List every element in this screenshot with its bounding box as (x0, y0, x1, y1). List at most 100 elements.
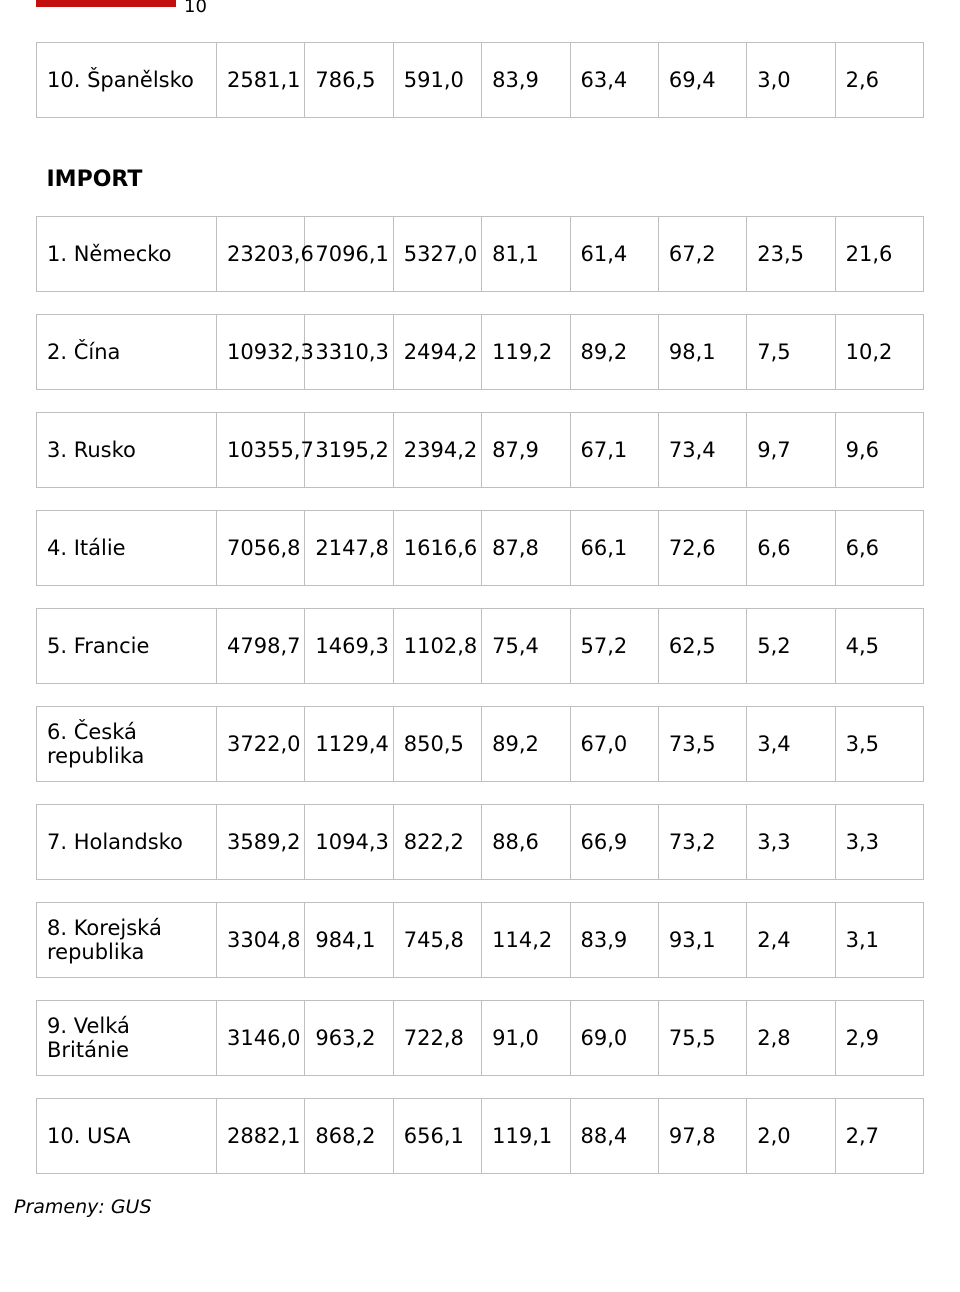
cell: 66,9 (570, 805, 658, 880)
cell: 850,5 (393, 707, 481, 782)
cell: 69,0 (570, 1001, 658, 1076)
cell: 97,8 (658, 1099, 746, 1174)
table-row: 6. Česká republika3722,01129,4850,589,26… (37, 707, 924, 782)
cell: 3,5 (835, 707, 923, 782)
table-row: 8. Korejská republika3304,8984,1745,8114… (37, 903, 924, 978)
cell: 57,2 (570, 609, 658, 684)
table-row: 4. Itálie7056,82147,81616,687,866,172,66… (37, 511, 924, 586)
cell: 2581,1 (217, 43, 305, 118)
cell: 75,5 (658, 1001, 746, 1076)
cell: 89,2 (570, 315, 658, 390)
cell: 3146,0 (217, 1001, 305, 1076)
cell: 83,9 (482, 43, 570, 118)
cell: 9,7 (747, 413, 835, 488)
cell: 93,1 (658, 903, 746, 978)
cell: 7056,8 (217, 511, 305, 586)
row-label: 10. USA (37, 1099, 217, 1174)
cell: 2,6 (835, 43, 923, 118)
cell: 5327,0 (393, 217, 481, 292)
cell: 88,4 (570, 1099, 658, 1174)
cell: 10932,3 (217, 315, 305, 390)
page-number: 10 (184, 0, 207, 17)
cell: 3304,8 (217, 903, 305, 978)
cell: 6,6 (747, 511, 835, 586)
cell: 75,4 (482, 609, 570, 684)
cell: 9,6 (835, 413, 923, 488)
section-row: IMPORT (37, 118, 924, 217)
cell: 89,2 (482, 707, 570, 782)
cell: 3,0 (747, 43, 835, 118)
cell: 67,0 (570, 707, 658, 782)
cell: 1129,4 (305, 707, 393, 782)
cell: 10,2 (835, 315, 923, 390)
table-row: 5. Francie4798,71469,31102,875,457,262,5… (37, 609, 924, 684)
cell: 3310,3 (305, 315, 393, 390)
cell: 67,2 (658, 217, 746, 292)
section-label: IMPORT (37, 118, 924, 217)
gap-cell (37, 880, 924, 903)
red-rule (36, 0, 176, 7)
cell: 3722,0 (217, 707, 305, 782)
row-label: 6. Česká republika (37, 707, 217, 782)
cell: 786,5 (305, 43, 393, 118)
gap-row (37, 488, 924, 511)
cell: 745,8 (393, 903, 481, 978)
row-label: 8. Korejská republika (37, 903, 217, 978)
row-label: 7. Holandsko (37, 805, 217, 880)
gap-cell (37, 390, 924, 413)
cell: 88,6 (482, 805, 570, 880)
cell: 2,9 (835, 1001, 923, 1076)
gap-row (37, 684, 924, 707)
gap-row (37, 292, 924, 315)
cell: 3195,2 (305, 413, 393, 488)
cell: 5,2 (747, 609, 835, 684)
gap-cell (37, 684, 924, 707)
row-label: 10. Španělsko (37, 43, 217, 118)
cell: 822,2 (393, 805, 481, 880)
cell: 72,6 (658, 511, 746, 586)
cell: 3,3 (747, 805, 835, 880)
gap-row (37, 390, 924, 413)
cell: 114,2 (482, 903, 570, 978)
table-row: 9. Velká Británie3146,0963,2722,891,069,… (37, 1001, 924, 1076)
cell: 62,5 (658, 609, 746, 684)
cell: 2,8 (747, 1001, 835, 1076)
cell: 119,1 (482, 1099, 570, 1174)
table-row: 2. Čína10932,33310,32494,2119,289,298,17… (37, 315, 924, 390)
cell: 23,5 (747, 217, 835, 292)
cell: 87,8 (482, 511, 570, 586)
cell: 67,1 (570, 413, 658, 488)
cell: 3589,2 (217, 805, 305, 880)
row-label: 5. Francie (37, 609, 217, 684)
table-row: 1. Německo23203,67096,15327,081,161,467,… (37, 217, 924, 292)
cell: 81,1 (482, 217, 570, 292)
page-header-rule: 10 (36, 0, 924, 14)
source-line: Prameny: GUS (14, 1196, 924, 1218)
cell: 963,2 (305, 1001, 393, 1076)
row-label: 3. Rusko (37, 413, 217, 488)
cell: 66,1 (570, 511, 658, 586)
cell: 21,6 (835, 217, 923, 292)
cell: 1469,3 (305, 609, 393, 684)
data-table: 10. Španělsko2581,1786,5591,083,963,469,… (36, 42, 924, 1174)
cell: 69,4 (658, 43, 746, 118)
cell: 3,3 (835, 805, 923, 880)
gap-row (37, 782, 924, 805)
cell: 2147,8 (305, 511, 393, 586)
cell: 591,0 (393, 43, 481, 118)
cell: 23203,6 (217, 217, 305, 292)
cell: 1102,8 (393, 609, 481, 684)
gap-cell (37, 1076, 924, 1099)
cell: 656,1 (393, 1099, 481, 1174)
cell: 7,5 (747, 315, 835, 390)
table-row: 7. Holandsko3589,21094,3822,288,666,973,… (37, 805, 924, 880)
gap-row (37, 586, 924, 609)
row-label: 2. Čína (37, 315, 217, 390)
table-row: 10. USA2882,1868,2656,1119,188,497,82,02… (37, 1099, 924, 1174)
cell: 83,9 (570, 903, 658, 978)
cell: 722,8 (393, 1001, 481, 1076)
cell: 63,4 (570, 43, 658, 118)
table-row: 10. Španělsko2581,1786,5591,083,963,469,… (37, 43, 924, 118)
cell: 87,9 (482, 413, 570, 488)
gap-cell (37, 978, 924, 1001)
